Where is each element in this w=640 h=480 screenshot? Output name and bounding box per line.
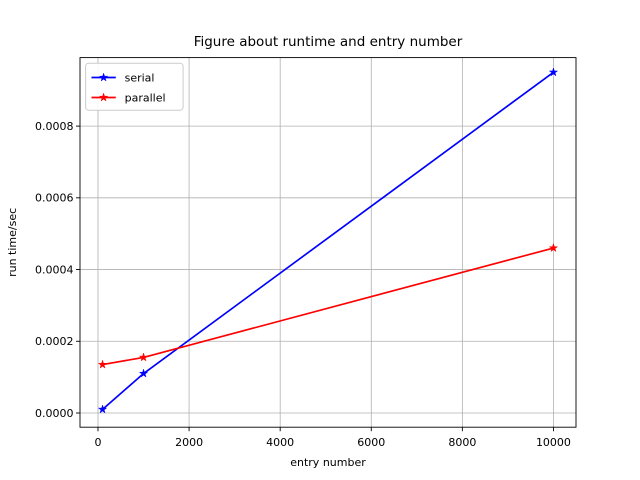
- serial-marker: [138, 368, 149, 378]
- x-tick-label: 4000: [266, 436, 294, 449]
- chart-title: Figure about runtime and entry number: [194, 34, 463, 50]
- x-tick-label: 2000: [175, 436, 203, 449]
- parallel-line: [102, 247, 554, 366]
- legend-label-serial: serial: [125, 72, 155, 85]
- serial-line: [102, 71, 554, 411]
- grid: [80, 57, 576, 428]
- x-axis-label: entry number: [290, 456, 366, 469]
- y-tick-label: 0.0006: [35, 192, 74, 205]
- x-tick-label: 6000: [357, 436, 385, 449]
- legend: serial parallel: [85, 62, 184, 111]
- x-tick-label: 10000: [536, 436, 571, 449]
- y-tick-label: 0.0008: [35, 120, 74, 133]
- y-tick-label: 0.0000: [35, 407, 74, 420]
- plot-area: [79, 57, 577, 428]
- parallel-marker: [548, 242, 559, 253]
- y-tick-label: 0.0002: [35, 335, 74, 348]
- legend-label-parallel: parallel: [125, 92, 166, 105]
- legend-parallel-marker: [98, 92, 109, 102]
- y-axis-label: run time/sec: [6, 208, 19, 277]
- serial-marker: [548, 67, 559, 77]
- axis-ticks: 0 2000 4000 6000 8000 10000 0.0000 0.0002 0.0004…: [35, 120, 571, 449]
- legend-serial-marker: [98, 72, 109, 82]
- legend-box: [85, 62, 184, 111]
- x-tick-label: 0: [94, 436, 101, 449]
- series: [97, 67, 559, 414]
- parallel-marker: [97, 359, 108, 369]
- y-tick-label: 0.0004: [35, 263, 74, 276]
- parallel-marker: [138, 352, 149, 362]
- x-tick-label: 8000: [448, 436, 476, 449]
- serial-marker: [97, 404, 108, 414]
